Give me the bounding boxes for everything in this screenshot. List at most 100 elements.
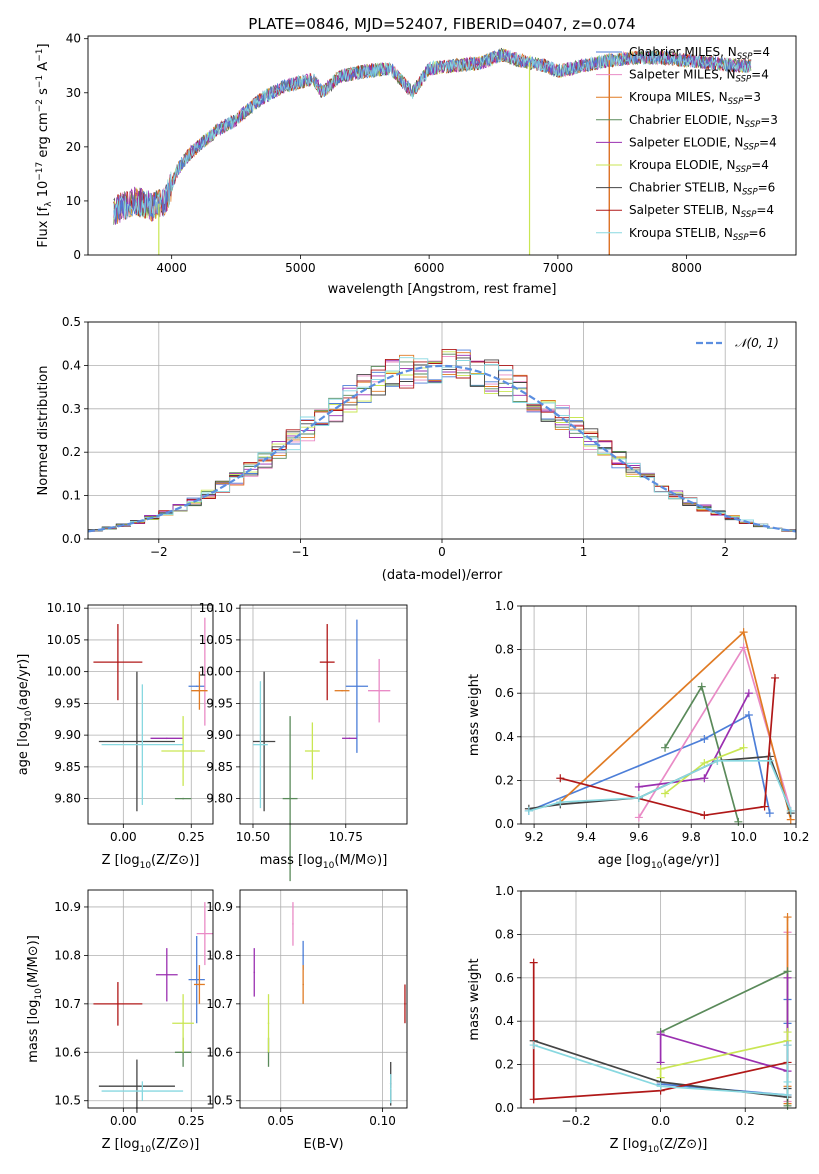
- x-tick-label: 9.4: [577, 830, 596, 844]
- legend-label: Salpeter ELODIE, NSSP=4: [629, 135, 777, 152]
- y-tick-label: 10.00: [47, 665, 81, 679]
- legend-label: Chabrier MILES, NSSP=4: [629, 45, 770, 62]
- weight-line: [528, 713, 771, 814]
- x-axis-label: age [log10(age/yr)]: [598, 853, 720, 871]
- data-point: [389, 1087, 392, 1090]
- weight-marker: [700, 774, 709, 783]
- weight-marker: [556, 798, 565, 807]
- spectrum-legend: Chabrier MILES, NSSP=4 Salpeter MILES, NS…: [596, 45, 778, 243]
- weight-marker: [744, 711, 753, 719]
- y-tick-label: 0.0: [495, 1101, 514, 1115]
- weight-marker: [656, 1030, 665, 1039]
- x-tick-label: 0: [438, 545, 446, 559]
- y-tick-label: 10.8: [54, 948, 81, 962]
- weight-marker: [656, 1082, 665, 1091]
- legend-label: Salpeter STELIB, NSSP=4: [629, 203, 774, 220]
- figure-title: PLATE=0846, MJD=52407, FIBERID=0407, z=0…: [248, 15, 635, 33]
- data-point: [141, 743, 144, 746]
- y-tick-label: 0.8: [495, 643, 514, 657]
- y-tick-label: 10.6: [206, 1045, 233, 1059]
- weights_vs_Z-panel: −0.2 0.0 0.2 0.0 0.2 0.4 0.6 0.8 1.0 Z [log10(Z/Z…: [467, 884, 797, 1155]
- data-point: [204, 932, 206, 935]
- y-tick-label: 40: [66, 32, 81, 46]
- x-tick-label: 5000: [285, 261, 316, 275]
- data-point: [326, 661, 329, 663]
- legend-label: Chabrier ELODIE, NSSP=3: [629, 113, 778, 130]
- y-tick-label: 0.4: [495, 1014, 514, 1028]
- weight-marker: [783, 913, 792, 922]
- y-tick-label: 20: [66, 140, 81, 154]
- axes-frame: [520, 890, 797, 1109]
- y-tick-label: 9.95: [54, 696, 81, 710]
- data-point: [302, 954, 304, 957]
- x-tick-label: 1: [580, 545, 588, 559]
- data-point: [166, 973, 168, 976]
- weights_vs_age-panel: 9.2 9.4 9.6 9.8 10.0 10.2 0.0 0.2 0.4 0.6 0.8 1.0 ag…: [467, 599, 809, 871]
- axes-frame: [87, 889, 214, 1109]
- weight-marker: [739, 743, 748, 752]
- data-point: [198, 983, 201, 986]
- y-tick-label: 1.0: [495, 599, 514, 613]
- weight-line: [528, 759, 792, 812]
- y-tick-label: 9.85: [54, 760, 81, 774]
- weight-marker: [524, 806, 533, 815]
- x-tick-label: −0.2: [561, 1114, 590, 1128]
- y-tick-label: 0: [73, 248, 81, 262]
- weight-line: [659, 1032, 789, 1078]
- x-axis-label: (data-model)/error: [382, 568, 503, 583]
- x-tick-label: 0.05: [267, 1114, 294, 1128]
- y-tick-label: 9.80: [206, 792, 233, 806]
- data-point: [141, 1090, 144, 1092]
- y-tick-label: 9.90: [54, 728, 81, 742]
- x-tick-label: −2: [150, 545, 168, 559]
- x-tick-label: 0.25: [178, 1114, 205, 1128]
- weight-marker: [556, 774, 565, 783]
- legend-label: Kroupa MILES, NSSP=3: [629, 90, 761, 107]
- residuals-panel: −2 −1 0 1 2 0.0 0.1 0.2 0.3 0.4 0.5 (data-model)/er…: [36, 315, 797, 583]
- normal-curve: [88, 364, 796, 533]
- y-tick-label: 1.0: [495, 884, 514, 898]
- y-tick-label: 0.5: [62, 315, 81, 329]
- x-tick-label: 9.6: [629, 830, 648, 844]
- data-point: [253, 971, 256, 974]
- data-point: [195, 978, 198, 981]
- weight-marker: [661, 743, 670, 752]
- x-tick-label: 9.2: [525, 830, 544, 844]
- weight-marker: [529, 1095, 538, 1104]
- y-tick-label: 0.4: [495, 730, 514, 744]
- x-tick-label: 10.2: [783, 830, 810, 844]
- data-point: [204, 670, 206, 673]
- y-tick-label: 0.3: [62, 402, 81, 416]
- y-tick-label: 10.8: [206, 948, 233, 962]
- data-point: [341, 689, 343, 692]
- weight-line: [660, 999, 789, 1096]
- y-tick-label: 10.05: [199, 633, 233, 647]
- weight-line: [638, 692, 750, 788]
- data-point: [166, 737, 168, 740]
- x-axis-label: E(B-V): [303, 1137, 343, 1152]
- y-tick-label: 30: [66, 86, 81, 100]
- y-axis-label: mass [log10(M/M⊙)]: [26, 935, 44, 1063]
- y-tick-label: 0.6: [495, 686, 514, 700]
- weight-marker: [765, 809, 774, 818]
- weight-marker: [783, 973, 792, 982]
- weight-marker: [783, 1077, 792, 1086]
- data-point: [263, 740, 265, 743]
- y-tick-label: 10.10: [47, 601, 81, 615]
- y-tick-label: 0.0: [62, 532, 81, 546]
- weight-marker: [765, 756, 774, 765]
- weight-marker: [700, 758, 709, 767]
- data-point: [198, 689, 201, 692]
- age_vs_mass-panel: 10.50 10.75 9.80 9.85 9.90 9.95 10.00 10.05 10.1…: [199, 601, 408, 882]
- mass_vs_ebv-panel: 0.05 0.10 10.5 10.6 10.7 10.8 10.9 E(B-V): [206, 889, 408, 1152]
- x-tick-label: 0.25: [178, 830, 205, 844]
- histograms: [88, 348, 796, 539]
- y-tick-label: 10.10: [199, 601, 233, 615]
- data-point: [117, 661, 119, 663]
- y-tick-label: 0.6: [495, 971, 514, 985]
- axes-frame: [87, 604, 214, 825]
- data-point: [117, 1003, 119, 1005]
- legend-label: Kroupa ELODIE, NSSP=4: [629, 158, 769, 175]
- weight-marker: [529, 1041, 538, 1050]
- data-point: [195, 685, 198, 688]
